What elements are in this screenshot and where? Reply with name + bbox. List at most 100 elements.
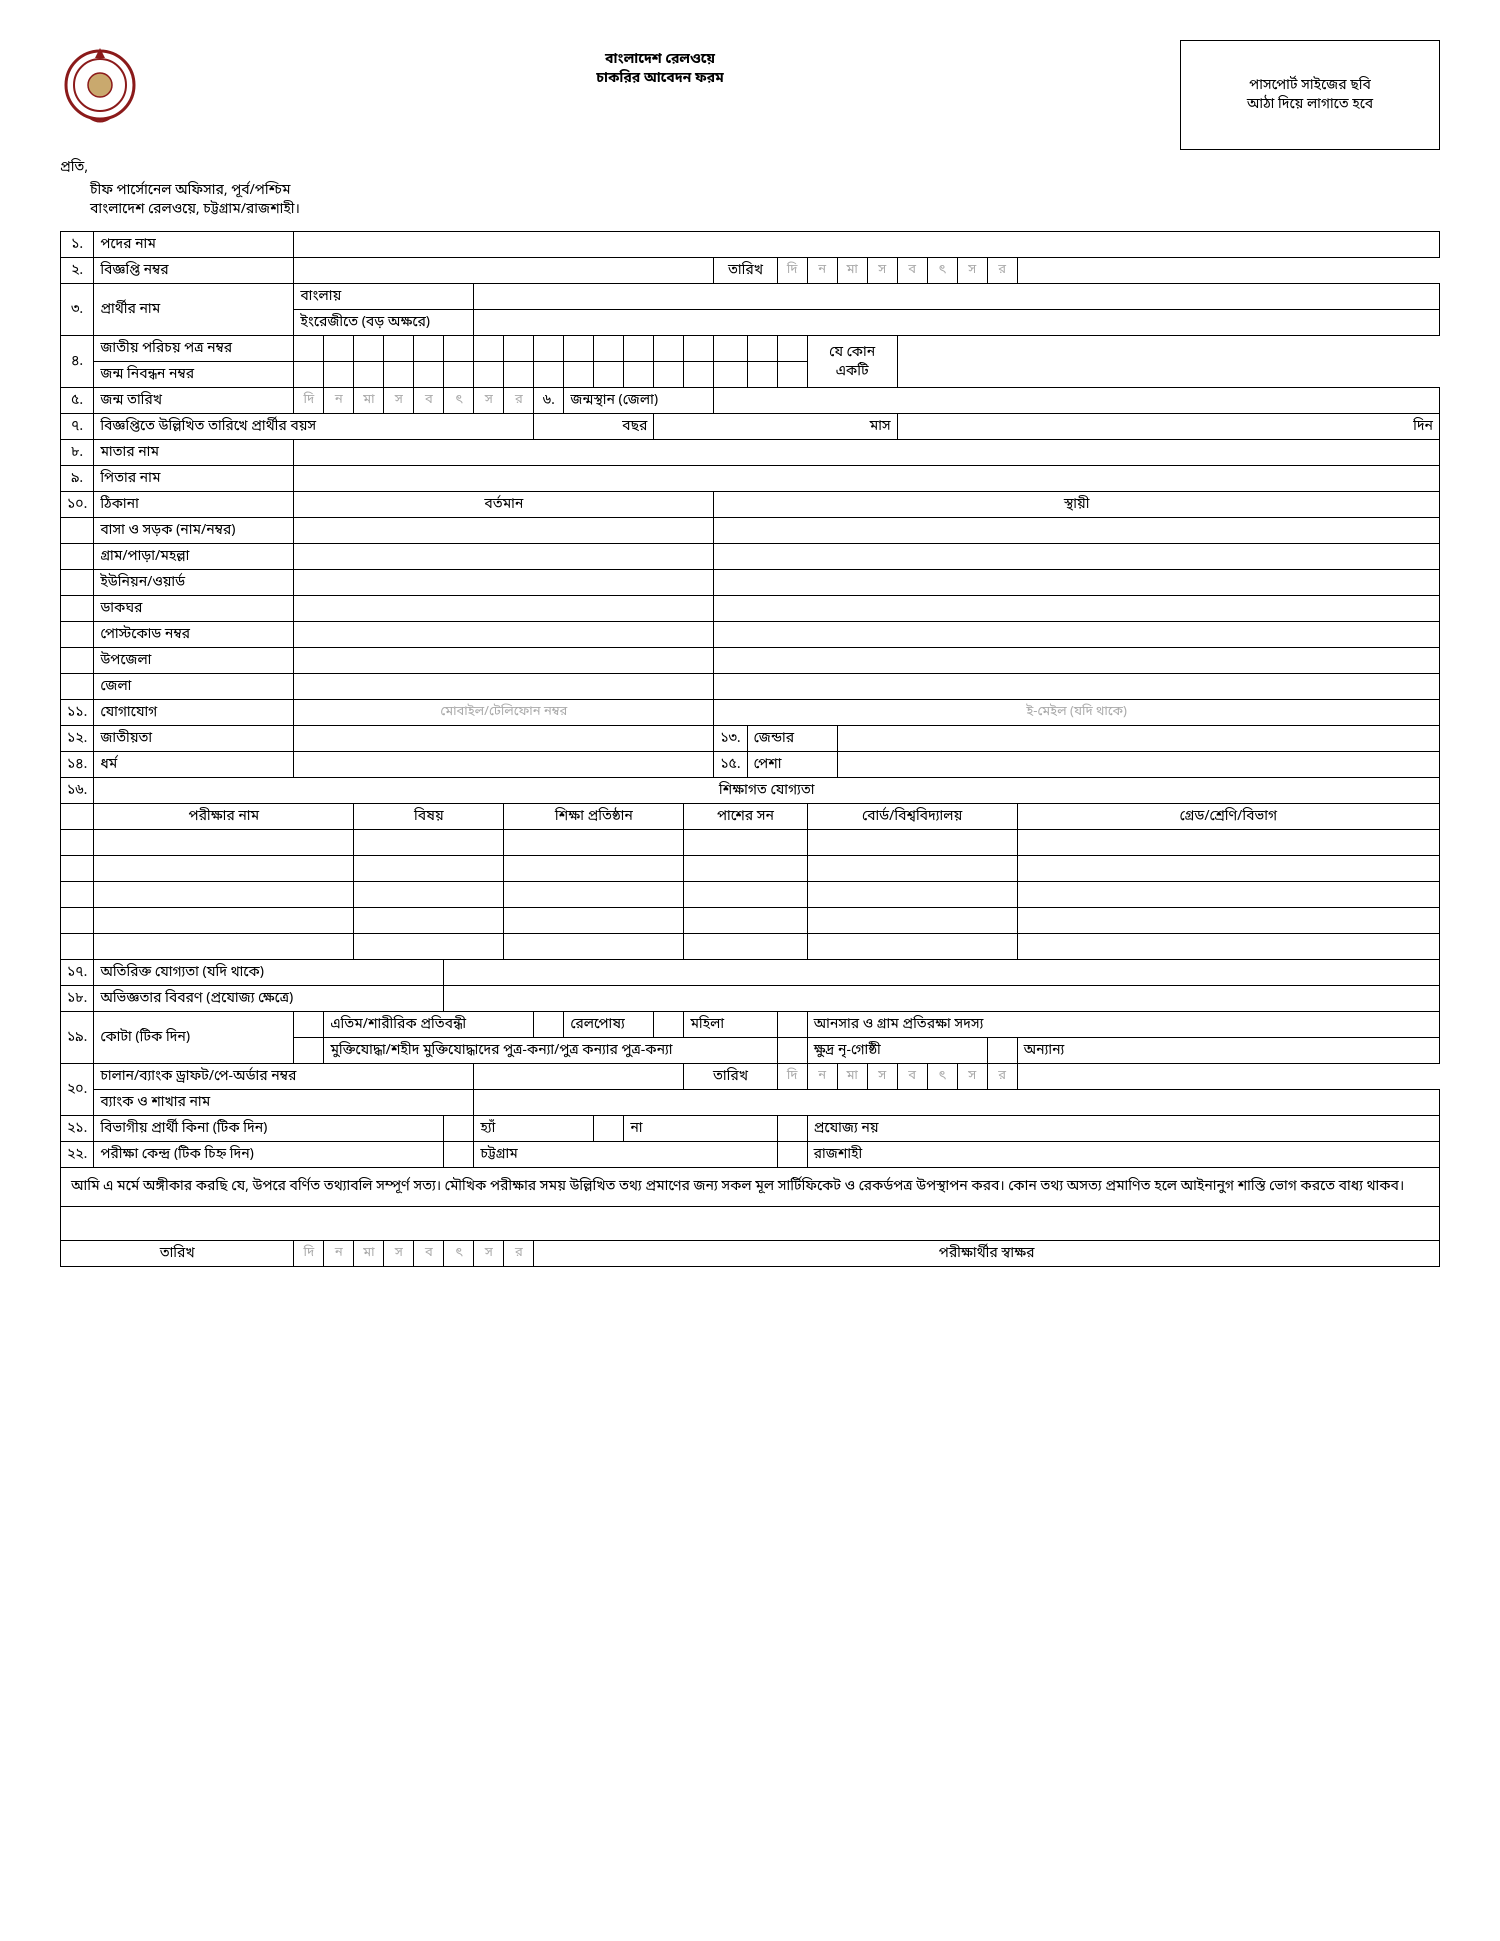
edu-h5: বোর্ড/বিশ্ববিদ্যালয় [807,804,1017,830]
row14-label: ধর্ম [94,752,294,778]
mobile-placeholder[interactable]: মোবাইল/টেলিফোন নম্বর [294,700,714,726]
gender-field[interactable] [837,726,1439,752]
photo-box: পাসপোর্ট সাইজের ছবি আঠা দিয়ে লাগাতে হবে [1180,40,1440,150]
mother-name-field[interactable] [294,440,1440,466]
center-raj-check[interactable] [777,1142,807,1168]
row20b-label: ব্যাংক ও শাখার নাম [94,1090,474,1116]
date-d1[interactable]: দি [777,258,807,284]
date-y4[interactable]: র [987,258,1017,284]
date-d2[interactable]: ন [807,258,837,284]
birthplace-field[interactable] [714,388,1440,414]
quota-check-4[interactable] [777,1012,807,1038]
name-bn-field[interactable] [474,284,1440,310]
header: বাংলাদেশ রেলওয়ে চাকরির আবেদন ফরম পাসপোর… [60,40,1440,150]
row4-num: ৪. [61,336,94,388]
row4b-label: জন্ম নিবন্ধন নম্বর [94,362,294,388]
addr-district: জেলা [94,674,294,700]
edu-row [61,908,1440,934]
row3-en-label: ইংরেজীতে (বড় অক্ষরে) [294,310,474,336]
row2-date-label: তারিখ [714,258,777,284]
row10-label: ঠিকানা [94,492,294,518]
row5-label: জন্ম তারিখ [94,388,294,414]
nationality-field[interactable] [294,726,714,752]
dept-na: প্রযোজ্য নয় [807,1116,1439,1142]
nid-1[interactable] [294,336,324,362]
draft-no-field[interactable] [474,1064,684,1090]
date-m2[interactable]: স [867,258,897,284]
quota-2: রেলপোষ্য [564,1012,654,1038]
edu-h1: পরীক্ষার নাম [94,804,354,830]
quota-check-5[interactable] [294,1038,324,1064]
quota-check-7[interactable] [987,1038,1017,1064]
row10-num: ১০. [61,492,94,518]
org-name: বাংলাদেশ রেলওয়ে [140,50,1180,69]
row3-label: প্রার্থীর নাম [94,284,294,336]
sig-date-label: তারিখ [61,1241,294,1267]
quota-4: আনসার ও গ্রাম প্রতিরক্ষা সদস্য [807,1012,1439,1038]
center-raj: রাজশাহী [807,1142,1439,1168]
row7-month: মাস [654,414,897,440]
center-ctg: চট্টগ্রাম [474,1142,777,1168]
row10-permanent: স্থায়ী [714,492,1440,518]
dept-yes-check[interactable] [444,1116,474,1142]
row3-bn-label: বাংলায় [294,284,474,310]
addr-village: গ্রাম/পাড়া/মহল্লা [94,544,294,570]
quota-check-3[interactable] [654,1012,684,1038]
date-y3[interactable]: স [957,258,987,284]
quota-check-1[interactable] [294,1012,324,1038]
addr-po: ডাকঘর [94,596,294,622]
row2-num: ২. [61,258,94,284]
row22-num: ২২. [61,1142,94,1168]
row21-num: ২১. [61,1116,94,1142]
date-y2[interactable]: ৎ [927,258,957,284]
post-name-field[interactable] [294,232,1440,258]
row14-num: ১৪. [61,752,94,778]
row11-num: ১১. [61,700,94,726]
experience-field[interactable] [444,986,1440,1012]
quota-1: এতিম/শারীরিক প্রতিবন্ধী [324,1012,534,1038]
name-en-field[interactable] [474,310,1440,336]
row18-num: ১৮. [61,986,94,1012]
row16-label: শিক্ষাগত যোগ্যতা [94,778,1440,804]
row9-num: ৯. [61,466,94,492]
row13-label: জেন্ডার [747,726,837,752]
addr-house: বাসা ও সড়ক (নাম/নম্বর) [94,518,294,544]
row5-num: ৫. [61,388,94,414]
quota-5: মুক্তিযোদ্ধা/শহীদ মুক্তিযোদ্ধাদের পুত্র-… [324,1038,777,1064]
date-m1[interactable]: মা [837,258,867,284]
row8-num: ৮. [61,440,94,466]
quota-check-2[interactable] [534,1012,564,1038]
circular-no-field[interactable] [294,258,714,284]
occupation-field[interactable] [837,752,1439,778]
bank-branch-field[interactable] [474,1090,1440,1116]
row17-num: ১৭. [61,960,94,986]
edu-h3: শিক্ষা প্রতিষ্ঠান [504,804,684,830]
addr-upazila: উপজেলা [94,648,294,674]
father-name-field[interactable] [294,466,1440,492]
row16-num: ১৬. [61,778,94,804]
photo-text-1: পাসপোর্ট সাইজের ছবি [1247,76,1373,95]
dept-no-check[interactable] [594,1116,624,1142]
edu-h6: গ্রেড/শ্রেণি/বিভাগ [1017,804,1439,830]
edu-h2: বিষয় [354,804,504,830]
brn-1[interactable] [294,362,324,388]
dept-no: না [624,1116,777,1142]
religion-field[interactable] [294,752,714,778]
center-ctg-check[interactable] [444,1142,474,1168]
date-y1[interactable]: ব [897,258,927,284]
addr-union: ইউনিয়ন/ওয়ার্ড [94,570,294,596]
logo [60,40,140,130]
email-placeholder[interactable]: ই-মেইল (যদি থাকে) [714,700,1440,726]
extra-qual-field[interactable] [444,960,1440,986]
spacer [61,1207,1440,1241]
quota-3: মহিলা [684,1012,777,1038]
addressee-block: প্রতি, চীফ পার্সোনেল অফিসার, পূর্ব/পশ্চি… [90,158,1440,219]
row9-label: পিতার নাম [94,466,294,492]
dept-na-check[interactable] [777,1116,807,1142]
row19-label: কোটা (টিক দিন) [94,1012,294,1064]
quota-check-6[interactable] [777,1038,807,1064]
quota-7: অন্যান্য [1017,1038,1439,1064]
addr-line2: বাংলাদেশ রেলওয়ে, চট্টগ্রাম/রাজশাহী। [90,200,1440,219]
row2-label: বিজ্ঞপ্তি নম্বর [94,258,294,284]
row10-current: বর্তমান [294,492,714,518]
